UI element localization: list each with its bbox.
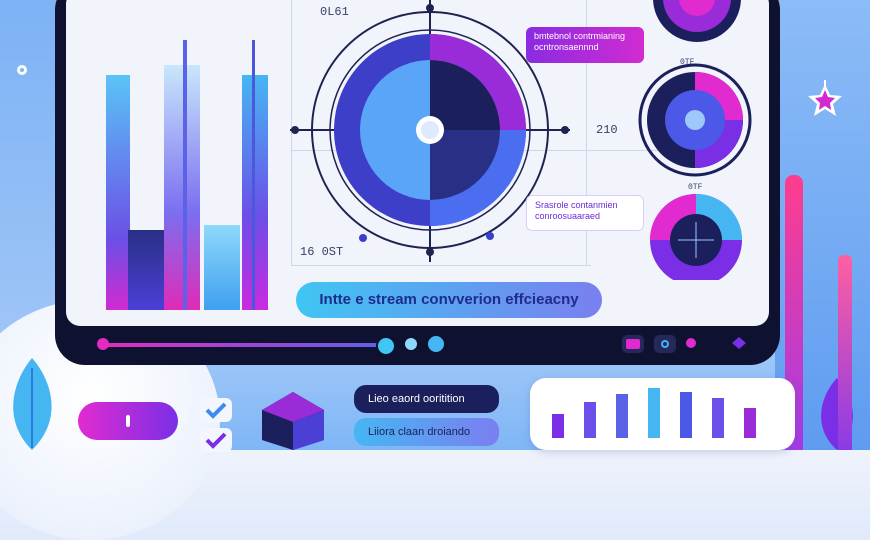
donut-label-a: 0TF [680,58,695,67]
check-icon[interactable] [200,398,232,422]
callout-top: bmtebnol contrmianing ocntronsaennnd [526,27,644,63]
bar-7 [252,40,255,310]
star-icon [808,80,842,116]
bar-3 [164,65,200,310]
callout-bottom: Srasrole contanmien conroosuaaraed [526,195,644,231]
bar-4 [183,40,187,310]
toggle-button[interactable] [78,402,178,440]
record-button[interactable] [405,338,417,350]
check-icon-2[interactable] [200,428,232,452]
radial-chart [290,0,570,262]
cube-icon [262,392,324,450]
heart-icon[interactable] [686,338,696,348]
play-button[interactable] [428,336,444,352]
progress-slider[interactable] [100,343,390,347]
conversion-efficiency-banner: Intte e stream convverion effcieacny [296,282,602,318]
donut-chart-middle [638,63,752,177]
bar-1 [106,75,130,310]
bar-chart [100,35,270,310]
bar-6 [242,75,268,310]
slider-handle[interactable] [376,336,396,356]
donut-chart-bottom [650,194,742,280]
axis-label-mid: 210 [596,123,618,137]
axis-label-top: 0L61 [320,5,349,19]
flower-icon [17,65,27,75]
diamond-icon[interactable] [732,337,746,349]
camera-icon[interactable] [622,335,644,353]
dark-pill-button[interactable]: Lieo eaord ooritition [354,385,499,413]
flower-icon[interactable] [654,335,676,353]
donut-chart-top [653,0,741,42]
leaf-icon [13,358,52,450]
mini-bar-card [530,378,795,450]
callout-top-text: bmtebnol contrmianing ocntronsaennnd [534,31,626,52]
light-pill-button[interactable]: Liiora claan droiando [354,418,499,446]
leaf-icon [821,378,853,450]
donut-label-b: 0TF [688,183,703,192]
bar-2 [128,230,164,310]
bar-5 [204,225,240,310]
callout-bottom-text: Srasrole contanmien conroosuaaraed [535,200,618,221]
decorative-pillar-right [838,255,852,450]
axis-label-bottom: 16 0ST [300,245,344,259]
slider-handle-start[interactable] [97,338,109,350]
